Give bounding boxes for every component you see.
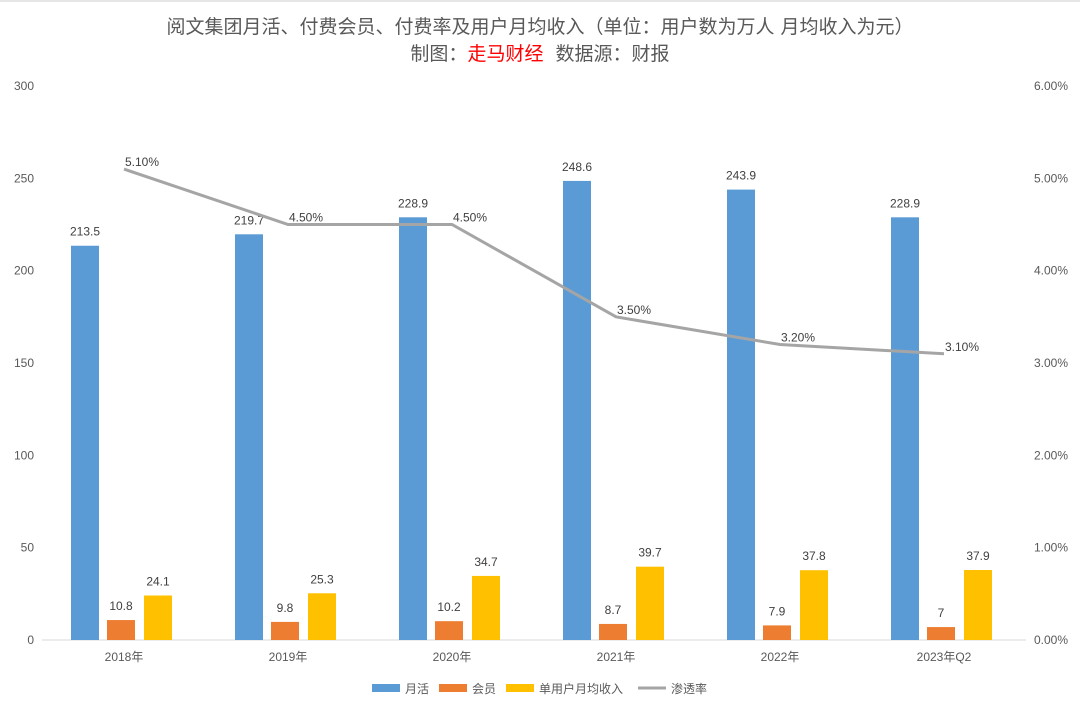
bar-label: 228.9: [890, 196, 920, 210]
bar-label: 228.9: [398, 196, 428, 210]
subtitle-prefix: 制图：: [410, 43, 468, 65]
right-axis-tick: 0.00%: [1034, 633, 1068, 647]
right-axis-tick: 2.00%: [1034, 448, 1068, 462]
legend-swatch: [372, 684, 400, 692]
bar-会员: [599, 623, 627, 640]
brand-name: 走马财经: [467, 43, 544, 65]
legend-label: 渗透率: [671, 681, 707, 696]
x-axis-tick: 2022年: [761, 650, 800, 664]
bar-月活: [727, 189, 755, 640]
data-source: 数据源：财报: [555, 43, 670, 65]
bar-label: 8.7: [605, 603, 622, 617]
legend-swatch: [439, 684, 467, 692]
right-axis-tick: 5.00%: [1034, 171, 1068, 185]
chart-title: 阅文集团月活、付费会员、付费率及用户月均收入（单位：用户数为万人 月均收入为元）: [166, 16, 914, 38]
line-label: 3.20%: [781, 331, 815, 345]
line-label: 3.50%: [617, 303, 651, 317]
bar-label: 243.9: [726, 169, 756, 183]
legend-swatch: [506, 684, 534, 692]
left-axis-tick: 300: [14, 79, 34, 93]
left-axis-tick: 50: [21, 541, 35, 555]
bar-label: 10.2: [437, 600, 461, 614]
right-axis-tick: 1.00%: [1034, 541, 1068, 555]
x-axis-tick: 2020年: [433, 650, 472, 664]
bar-label: 10.8: [109, 599, 133, 613]
x-axis-tick: 2021年: [597, 650, 636, 664]
bar-label: 9.8: [277, 601, 294, 615]
left-axis-tick: 150: [14, 356, 34, 370]
legend-label: 月活: [405, 682, 429, 696]
bar-label: 213.5: [70, 225, 100, 239]
bar-label: 7: [938, 606, 945, 620]
legend-label: 单用户月均收入: [539, 681, 623, 696]
line-label: 4.50%: [453, 211, 487, 225]
bar-label: 24.1: [146, 574, 170, 588]
bar-月活: [563, 180, 591, 640]
bar-会员: [435, 621, 463, 640]
bar-月活: [399, 217, 427, 640]
bar-月活: [71, 245, 99, 640]
bar-label: 25.3: [310, 572, 334, 586]
left-axis-tick: 200: [14, 264, 34, 278]
x-axis-tick: 2019年: [269, 650, 308, 664]
left-axis-tick: 100: [14, 448, 34, 462]
left-axis-tick: 250: [14, 171, 34, 185]
line-渗透率: [123, 167, 945, 356]
bar-label: 37.8: [802, 549, 826, 563]
bar-单用户月均收入: [636, 566, 664, 640]
bar-label: 219.7: [234, 213, 264, 227]
bar-label: 34.7: [474, 555, 498, 569]
bar-会员: [271, 621, 299, 640]
bar-单用户月均收入: [308, 593, 336, 640]
left-axis-tick: 0: [27, 633, 34, 647]
bar-单用户月均收入: [800, 570, 828, 640]
bar-单用户月均收入: [472, 575, 500, 640]
x-axis-tick: 2018年: [105, 650, 144, 664]
bar-会员: [107, 620, 135, 640]
bar-月活: [235, 234, 263, 640]
bar-label: 37.9: [966, 549, 990, 563]
bar-label: 7.9: [769, 604, 786, 618]
right-axis-tick: 4.00%: [1034, 264, 1068, 278]
chart-subtitle: 制图：走马财经 数据源：财报: [0, 39, 1080, 66]
bar-单用户月均收入: [144, 595, 172, 640]
bar-label: 39.7: [638, 546, 662, 560]
bar-会员: [763, 625, 791, 640]
bar-单用户月均收入: [964, 570, 992, 640]
line-label: 5.10%: [125, 155, 159, 169]
line-label: 4.50%: [289, 211, 323, 225]
right-axis-tick: 6.00%: [1034, 79, 1068, 93]
bar-label: 248.6: [562, 160, 592, 174]
bar-会员: [927, 627, 955, 640]
bar-月活: [891, 217, 919, 640]
legend-label: 会员: [472, 682, 496, 696]
line-label: 3.10%: [945, 340, 979, 354]
x-axis-tick: 2023年Q2: [917, 650, 972, 664]
right-axis-tick: 3.00%: [1034, 356, 1068, 370]
